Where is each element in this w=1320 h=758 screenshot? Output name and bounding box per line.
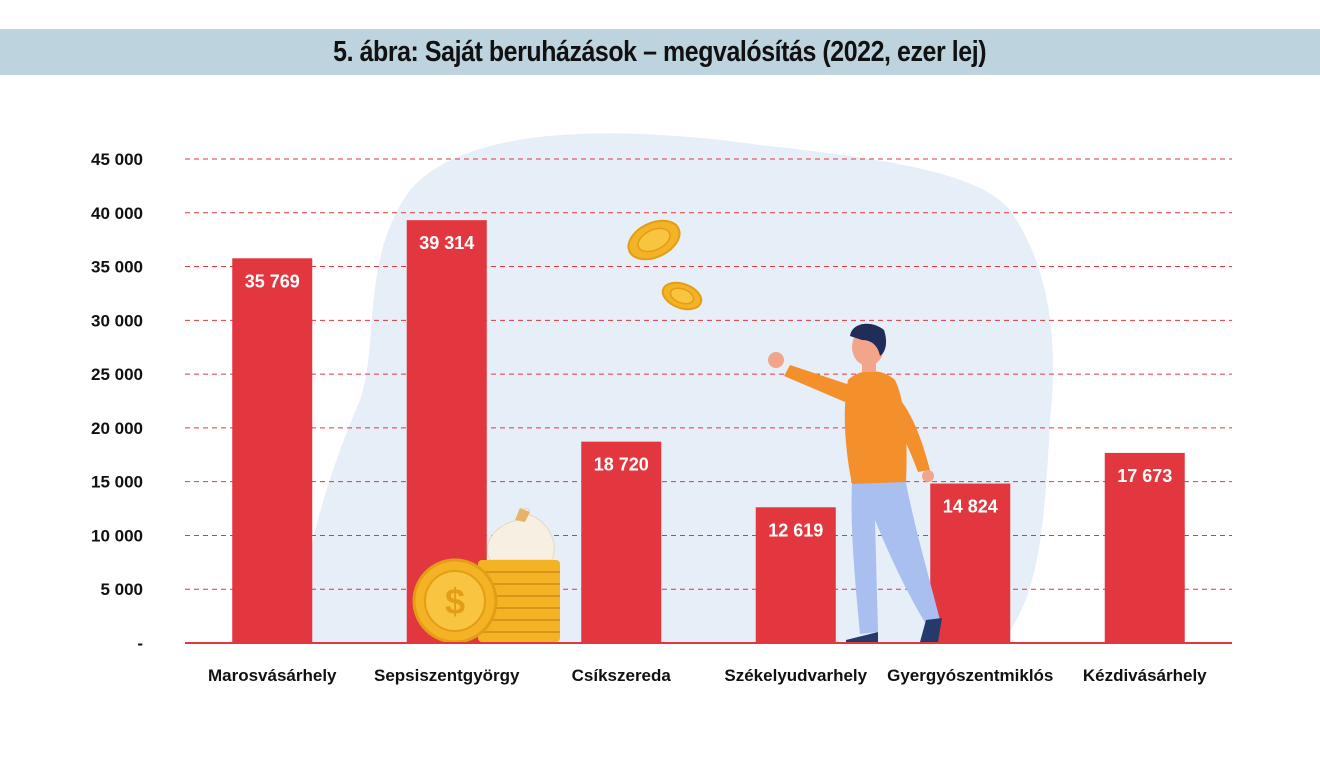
y-tick-label: 45 000	[91, 150, 143, 169]
data-label: 17 673	[1117, 466, 1172, 486]
data-label: 35 769	[245, 271, 300, 291]
y-tick-label: 30 000	[91, 311, 143, 330]
category-label: Csíkszereda	[572, 666, 672, 685]
y-tick-label: 5 000	[100, 580, 143, 599]
gridlines	[185, 158, 1232, 590]
bar	[581, 441, 662, 643]
falling-coins-illustration	[627, 219, 703, 311]
data-label: 18 720	[594, 455, 649, 475]
chart-title: 5. ábra: Saját beruházások – megvalósítá…	[333, 35, 987, 68]
y-axis-ticks: - 5 000 10 000 15 000 20 000 25 000 30 000 35 0…	[91, 150, 143, 653]
y-tick-label: 25 000	[91, 365, 143, 384]
y-tick-label: 20 000	[91, 419, 143, 438]
y-tick-label: 10 000	[91, 526, 143, 545]
bar	[232, 258, 313, 643]
data-label: 14 824	[943, 497, 998, 517]
svg-text:$: $	[445, 581, 465, 622]
y-tick-label: 35 000	[91, 258, 143, 277]
bar	[930, 483, 1011, 643]
y-tick-label: 15 000	[91, 473, 143, 492]
category-label: Kézdivásárhely	[1083, 666, 1207, 685]
title-band: 5. ábra: Saját beruházások – megvalósítá…	[0, 29, 1320, 75]
bar	[755, 507, 836, 643]
person-illustration	[768, 323, 942, 642]
category-labels: Marosvásárhely Sepsiszentgyörgy Csíkszered…	[208, 666, 1207, 685]
value-labels: 35 769 39 314 18 720 12 619 14 824 17 673	[245, 233, 1173, 540]
category-label: Székelyudvarhely	[724, 666, 867, 685]
coin-stack-illustration: $	[412, 507, 560, 644]
category-label: Sepsiszentgyörgy	[374, 666, 520, 685]
category-label: Gyergyószentmiklós	[887, 666, 1053, 685]
bar	[1104, 452, 1185, 643]
y-tick-label: -	[137, 634, 143, 653]
data-label: 12 619	[768, 520, 823, 540]
y-tick-label: 40 000	[91, 204, 143, 223]
bars	[232, 220, 1185, 644]
category-label: Marosvásárhely	[208, 666, 337, 685]
data-label: 39 314	[419, 233, 474, 253]
